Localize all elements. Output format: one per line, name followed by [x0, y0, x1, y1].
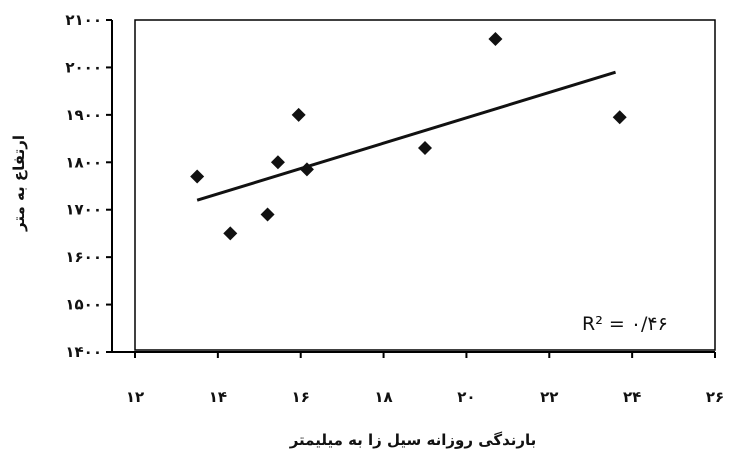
axis-ticks: [106, 19, 716, 358]
y-tick-label: ۱۴۰۰: [65, 343, 102, 361]
data-point: [418, 141, 432, 156]
x-tick-label: ۱۶: [292, 388, 310, 406]
y-tick-label: ۱۹۰۰: [65, 106, 102, 124]
data-point: [190, 169, 205, 184]
y-tick-label: ۱۷۰۰: [65, 201, 102, 219]
y-tick-label: ۱۸۰۰: [65, 153, 102, 171]
data-point: [223, 226, 238, 241]
x-tick-label: ۲۴: [623, 388, 641, 406]
data-point: [299, 162, 314, 177]
y-tick-label: ۱۵۰۰: [65, 296, 102, 314]
plot-frame: [134, 19, 716, 351]
data-points: [190, 31, 627, 241]
y-tick-label: ۲۱۰۰: [65, 11, 102, 29]
y-tick-label: ۲۰۰۰: [65, 58, 102, 76]
trendline: [196, 70, 617, 202]
data-point: [260, 207, 275, 222]
x-tick-label: ۱۴: [209, 388, 227, 406]
x-tick-label: ۲۶: [706, 388, 724, 406]
tick-labels: ۱۴۰۰ ۱۵۰۰ ۱۶۰۰ ۱۷۰۰ ۱۸۰۰ ۱۹۰۰ ۲۰۰۰ ۲۱۰۰ ۱۲ ۱۴ ۱۶ ۱۸…: [65, 11, 724, 406]
data-point: [291, 107, 306, 122]
x-tick-label: ۱۸: [374, 388, 392, 406]
x-tick-label: ۲۰: [457, 388, 475, 406]
x-tick-label: ۱۲: [126, 388, 144, 406]
data-point: [270, 155, 285, 170]
x-tick-label: ۲۲: [540, 388, 558, 406]
data-point: [612, 110, 627, 125]
r-squared-label: R² = ۰/۴۶: [582, 313, 668, 335]
y-tick-label: ۱۶۰۰: [65, 248, 102, 266]
x-axis-title: بارندگی روزانه سیل زا به میلیمتر: [289, 431, 537, 449]
data-point: [488, 31, 503, 46]
y-axis-title: ارتفاع به متر: [10, 135, 28, 232]
